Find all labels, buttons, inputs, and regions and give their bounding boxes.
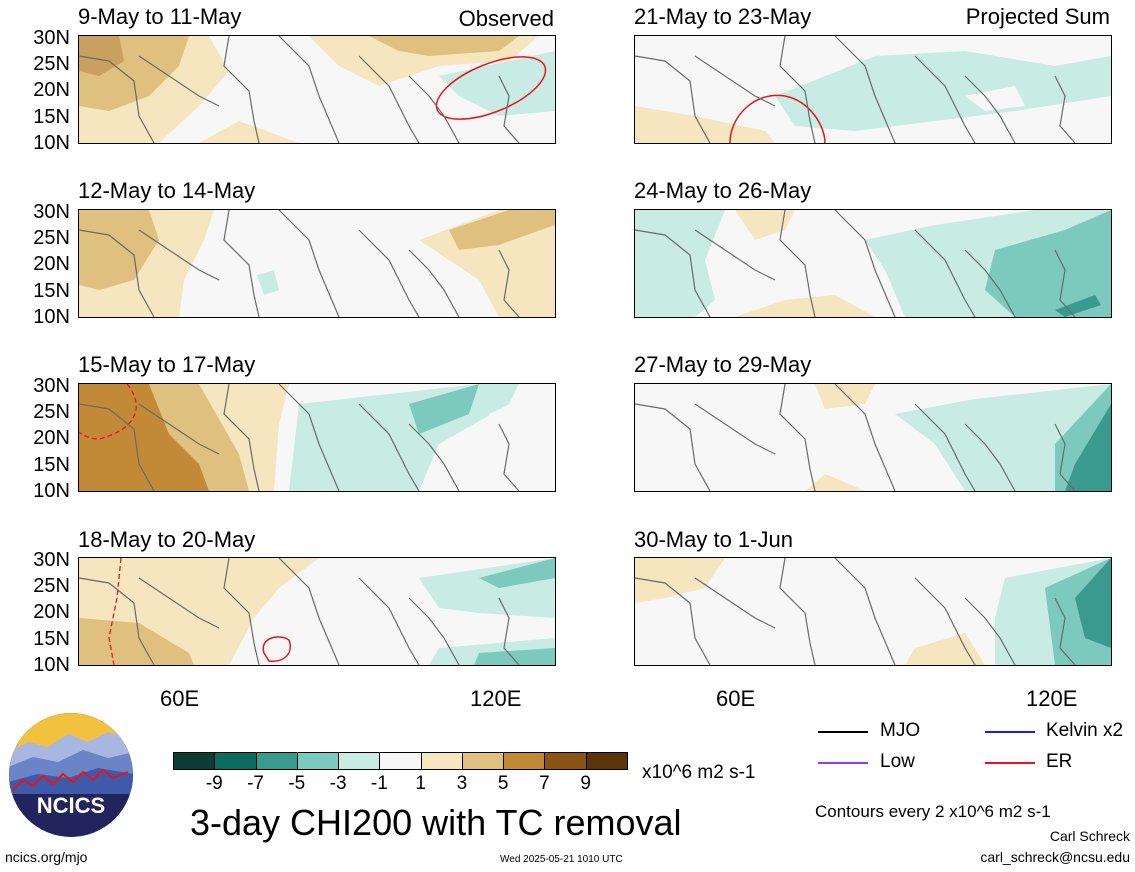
legend-line-kelvin bbox=[985, 731, 1035, 733]
colorbar-swatch bbox=[544, 752, 587, 770]
panel-tag-observed: Observed bbox=[458, 6, 554, 31]
map-panel-6 bbox=[634, 383, 1112, 492]
lat-label: 10N bbox=[33, 654, 70, 676]
colorbar-swatch bbox=[255, 752, 298, 770]
lat-label: 10N bbox=[33, 480, 70, 502]
lon-label: 60E bbox=[160, 686, 200, 711]
author-email: carl_schreck@ncsu.edu bbox=[980, 849, 1130, 865]
colorbar-swatch bbox=[214, 752, 257, 770]
lat-label: 25N bbox=[33, 401, 70, 423]
legend-line-low bbox=[818, 762, 868, 764]
legend-label-mjo: MJO bbox=[880, 720, 921, 741]
lon-label: 120E bbox=[1026, 686, 1078, 711]
lat-label: 25N bbox=[33, 575, 70, 597]
map-panel-2 bbox=[634, 35, 1112, 144]
main-title: 3-day CHI200 with TC removal bbox=[190, 802, 682, 843]
colorbar-units: x10^6 m2 s-1 bbox=[642, 762, 756, 783]
panel-title: 30-May to 1-Jun bbox=[634, 527, 793, 552]
panel-title: 24-May to 26-May bbox=[634, 178, 812, 203]
panel-title: 9-May to 11-May bbox=[78, 4, 242, 29]
lon-label: 120E bbox=[470, 686, 522, 711]
logo-text: NCICS bbox=[37, 793, 105, 818]
lat-label: 30N bbox=[33, 549, 70, 571]
lat-label: 15N bbox=[33, 106, 70, 128]
map-panel-1 bbox=[78, 35, 556, 144]
colorbar bbox=[173, 752, 628, 772]
panel-title: 15-May to 17-May bbox=[78, 352, 256, 377]
lat-label: 25N bbox=[33, 53, 70, 75]
legend-label-kelvin: Kelvin x2 bbox=[1046, 720, 1124, 741]
lat-label: 10N bbox=[33, 306, 70, 328]
colorbar-tick-label: 7 bbox=[539, 773, 550, 794]
colorbar-swatch bbox=[503, 752, 546, 770]
panel-tag-projected: Projected Sum bbox=[965, 4, 1110, 29]
colorbar-tick-label: -7 bbox=[247, 773, 264, 794]
lat-label: 20N bbox=[33, 601, 70, 623]
map-panel-4 bbox=[634, 209, 1112, 318]
colorbar-tick-label: 1 bbox=[415, 773, 426, 794]
legend-label-low: Low bbox=[880, 751, 915, 772]
colorbar-tick-label: -3 bbox=[329, 773, 347, 794]
panel-title: 27-May to 29-May bbox=[634, 352, 812, 377]
colorbar-tick-label: 9 bbox=[580, 773, 591, 794]
legend-line-mjo bbox=[818, 731, 868, 733]
lon-label: 60E bbox=[716, 686, 756, 711]
colorbar-swatch bbox=[461, 752, 505, 770]
legend-label-er: ER bbox=[1046, 751, 1073, 772]
panel-title: 21-May to 23-May bbox=[634, 4, 812, 29]
colorbar-tick-label: 5 bbox=[497, 773, 509, 794]
lat-label: 30N bbox=[33, 375, 70, 397]
lat-label: 20N bbox=[33, 79, 70, 101]
panel-title: 12-May to 14-May bbox=[78, 178, 256, 203]
map-panel-3 bbox=[78, 209, 556, 318]
map-panel-5 bbox=[78, 383, 556, 492]
lat-label: 15N bbox=[33, 628, 70, 650]
contour-note: Contours every 2 x10^6 m2 s-1 bbox=[815, 802, 1051, 821]
colorbar-tick-label: -9 bbox=[205, 773, 223, 794]
legend-line-er bbox=[985, 762, 1035, 764]
map-panel-7 bbox=[78, 557, 556, 666]
ncics-logo: NCICS bbox=[8, 712, 134, 838]
lat-label: 20N bbox=[33, 427, 70, 449]
site-url: ncics.org/mjo bbox=[5, 849, 88, 865]
panel-title: 18-May to 20-May bbox=[78, 527, 256, 552]
lat-label: 30N bbox=[33, 27, 70, 49]
colorbar-tick-label: -5 bbox=[288, 773, 306, 794]
author: Carl Schreck bbox=[1049, 828, 1130, 844]
lat-label: 20N bbox=[33, 253, 70, 275]
lat-label: 15N bbox=[33, 454, 70, 476]
colorbar-tick-label: 3 bbox=[456, 773, 468, 794]
lat-label: 15N bbox=[33, 280, 70, 302]
colorbar-swatch bbox=[379, 752, 422, 770]
colorbar-swatch bbox=[296, 752, 340, 770]
timestamp: Wed 2025-05-21 1010 UTC bbox=[500, 854, 623, 865]
colorbar-tick-label: -1 bbox=[370, 773, 388, 794]
lat-label: 30N bbox=[33, 201, 70, 223]
colorbar-swatch bbox=[173, 752, 216, 770]
map-panel-8 bbox=[634, 557, 1112, 666]
lat-label: 25N bbox=[33, 227, 70, 249]
colorbar-swatch bbox=[585, 752, 628, 770]
colorbar-swatch bbox=[338, 752, 381, 770]
colorbar-swatch bbox=[420, 752, 463, 770]
lat-label: 10N bbox=[33, 132, 70, 154]
